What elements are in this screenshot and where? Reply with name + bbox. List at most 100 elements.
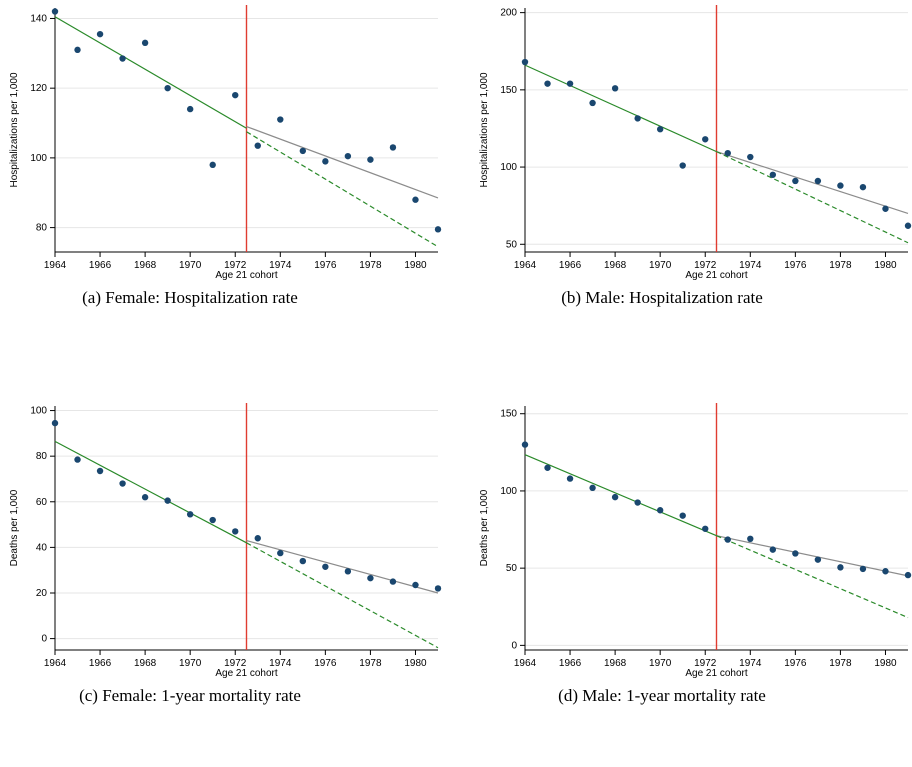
fit-line-extrapolated <box>716 535 909 619</box>
y-tick-label: 0 <box>41 634 47 645</box>
data-point <box>412 196 419 203</box>
x-tick-label: 1980 <box>404 658 427 669</box>
x-axis-label: Age 21 cohort <box>215 668 277 679</box>
fit-line-pre <box>54 16 247 129</box>
data-point <box>254 535 261 542</box>
chart-svg: 0 50 100 150 1964 1966 1968 1970 1972 1974 1976 197… <box>479 403 912 707</box>
data-point <box>837 564 844 571</box>
data-point <box>656 507 664 514</box>
y-tick-label: 100 <box>30 153 47 164</box>
x-tick-label: 1968 <box>134 260 157 271</box>
data-point <box>96 467 104 475</box>
data-point <box>299 557 307 565</box>
x-tick-label: 1978 <box>829 658 852 669</box>
data-point <box>74 46 81 54</box>
data-point <box>119 55 126 62</box>
x-tick-label: 1970 <box>179 260 202 271</box>
data-point <box>51 419 59 427</box>
fit-line-extrapolated <box>246 542 439 649</box>
fit-line-extrapolated <box>716 151 909 244</box>
y-tick-label: 80 <box>36 451 48 462</box>
y-tick-label: 20 <box>36 588 48 599</box>
data-point <box>702 136 709 143</box>
x-tick-label: 1964 <box>514 658 537 669</box>
data-point <box>96 30 104 38</box>
data-point <box>412 581 419 589</box>
data-point <box>232 528 239 535</box>
fit-line-post <box>716 535 909 577</box>
x-tick-label: 1974 <box>739 260 762 271</box>
x-tick-label: 1966 <box>559 658 582 669</box>
x-tick-label: 1968 <box>604 260 627 271</box>
x-tick-label: 1966 <box>89 658 112 669</box>
x-tick-label: 1964 <box>514 260 537 271</box>
x-axis-label: Age 21 cohort <box>685 668 747 679</box>
x-tick-label: 1976 <box>314 260 337 271</box>
data-point <box>141 39 149 47</box>
data-point <box>186 511 194 518</box>
y-axis-label: Deaths per 1,000 <box>479 489 490 566</box>
data-point <box>367 574 374 582</box>
y-axis-label: Deaths per 1,000 <box>9 489 20 566</box>
y-tick-label: 100 <box>30 406 47 417</box>
data-point <box>679 162 686 169</box>
data-point <box>589 99 596 107</box>
x-tick-label: 1968 <box>134 658 157 669</box>
data-point <box>904 222 912 229</box>
x-tick-label: 1978 <box>359 260 382 271</box>
y-tick-label: 150 <box>500 409 517 420</box>
data-point <box>209 161 216 169</box>
data-point <box>882 205 889 212</box>
data-point <box>299 147 307 155</box>
x-tick-label: 1966 <box>89 260 112 271</box>
fit-line-pre <box>54 440 247 544</box>
x-tick-label: 1972 <box>224 260 247 271</box>
data-point <box>814 177 822 185</box>
x-tick-label: 1970 <box>649 658 672 669</box>
data-point <box>769 171 777 178</box>
chart-svg: 50 100 150 200 1964 1966 1968 1970 1972 1974 1976 1… <box>479 5 912 309</box>
x-tick-label: 1974 <box>269 658 292 669</box>
x-tick-label: 1980 <box>874 658 897 669</box>
y-tick-label: 200 <box>500 8 517 19</box>
data-point <box>277 549 284 557</box>
x-tick-label: 1972 <box>224 658 247 669</box>
data-point <box>611 493 619 501</box>
data-point <box>724 536 731 543</box>
data-point <box>589 484 596 492</box>
data-point <box>322 158 329 165</box>
y-tick-label: 100 <box>500 162 517 173</box>
chart-svg: 80 100 120 140 1964 1966 1968 1970 1972 1974 1976 1… <box>9 5 442 309</box>
data-point <box>634 499 641 506</box>
x-tick-label: 1976 <box>314 658 337 669</box>
x-tick-label: 1966 <box>559 260 582 271</box>
fit-line-post <box>246 125 439 199</box>
fit-line-post <box>716 151 909 214</box>
data-point <box>769 546 777 553</box>
y-tick-label: 40 <box>36 542 48 553</box>
data-point <box>164 497 171 504</box>
data-point <box>634 115 641 122</box>
y-tick-label: 120 <box>30 83 47 94</box>
data-point <box>679 512 686 519</box>
panel-caption: (c) Female: 1-year mortality rate <box>79 686 301 705</box>
data-point <box>322 563 329 570</box>
data-point <box>544 464 551 471</box>
data-point <box>232 91 239 99</box>
x-tick-label: 1972 <box>694 658 717 669</box>
panel-caption: (d) Male: 1-year mortality rate <box>558 686 766 705</box>
y-tick-label: 50 <box>506 239 518 250</box>
chart-panel-4: 0 50 100 150 1964 1966 1968 1970 1972 1974 1976 197… <box>470 398 912 707</box>
data-point <box>434 585 442 592</box>
data-point <box>51 8 59 15</box>
chart-panel-3: 0 20 40 60 80 100 1964 1966 1968 1970 1972 1974 1976… <box>0 398 442 707</box>
data-point <box>656 126 664 133</box>
data-point <box>566 475 574 482</box>
data-point <box>747 153 754 161</box>
panel-caption: (a) Female: Hospitalization rate <box>82 288 298 307</box>
data-point <box>367 156 374 163</box>
y-tick-label: 50 <box>506 563 518 574</box>
data-point <box>792 550 799 557</box>
data-point <box>186 105 194 113</box>
y-tick-label: 0 <box>511 640 517 651</box>
